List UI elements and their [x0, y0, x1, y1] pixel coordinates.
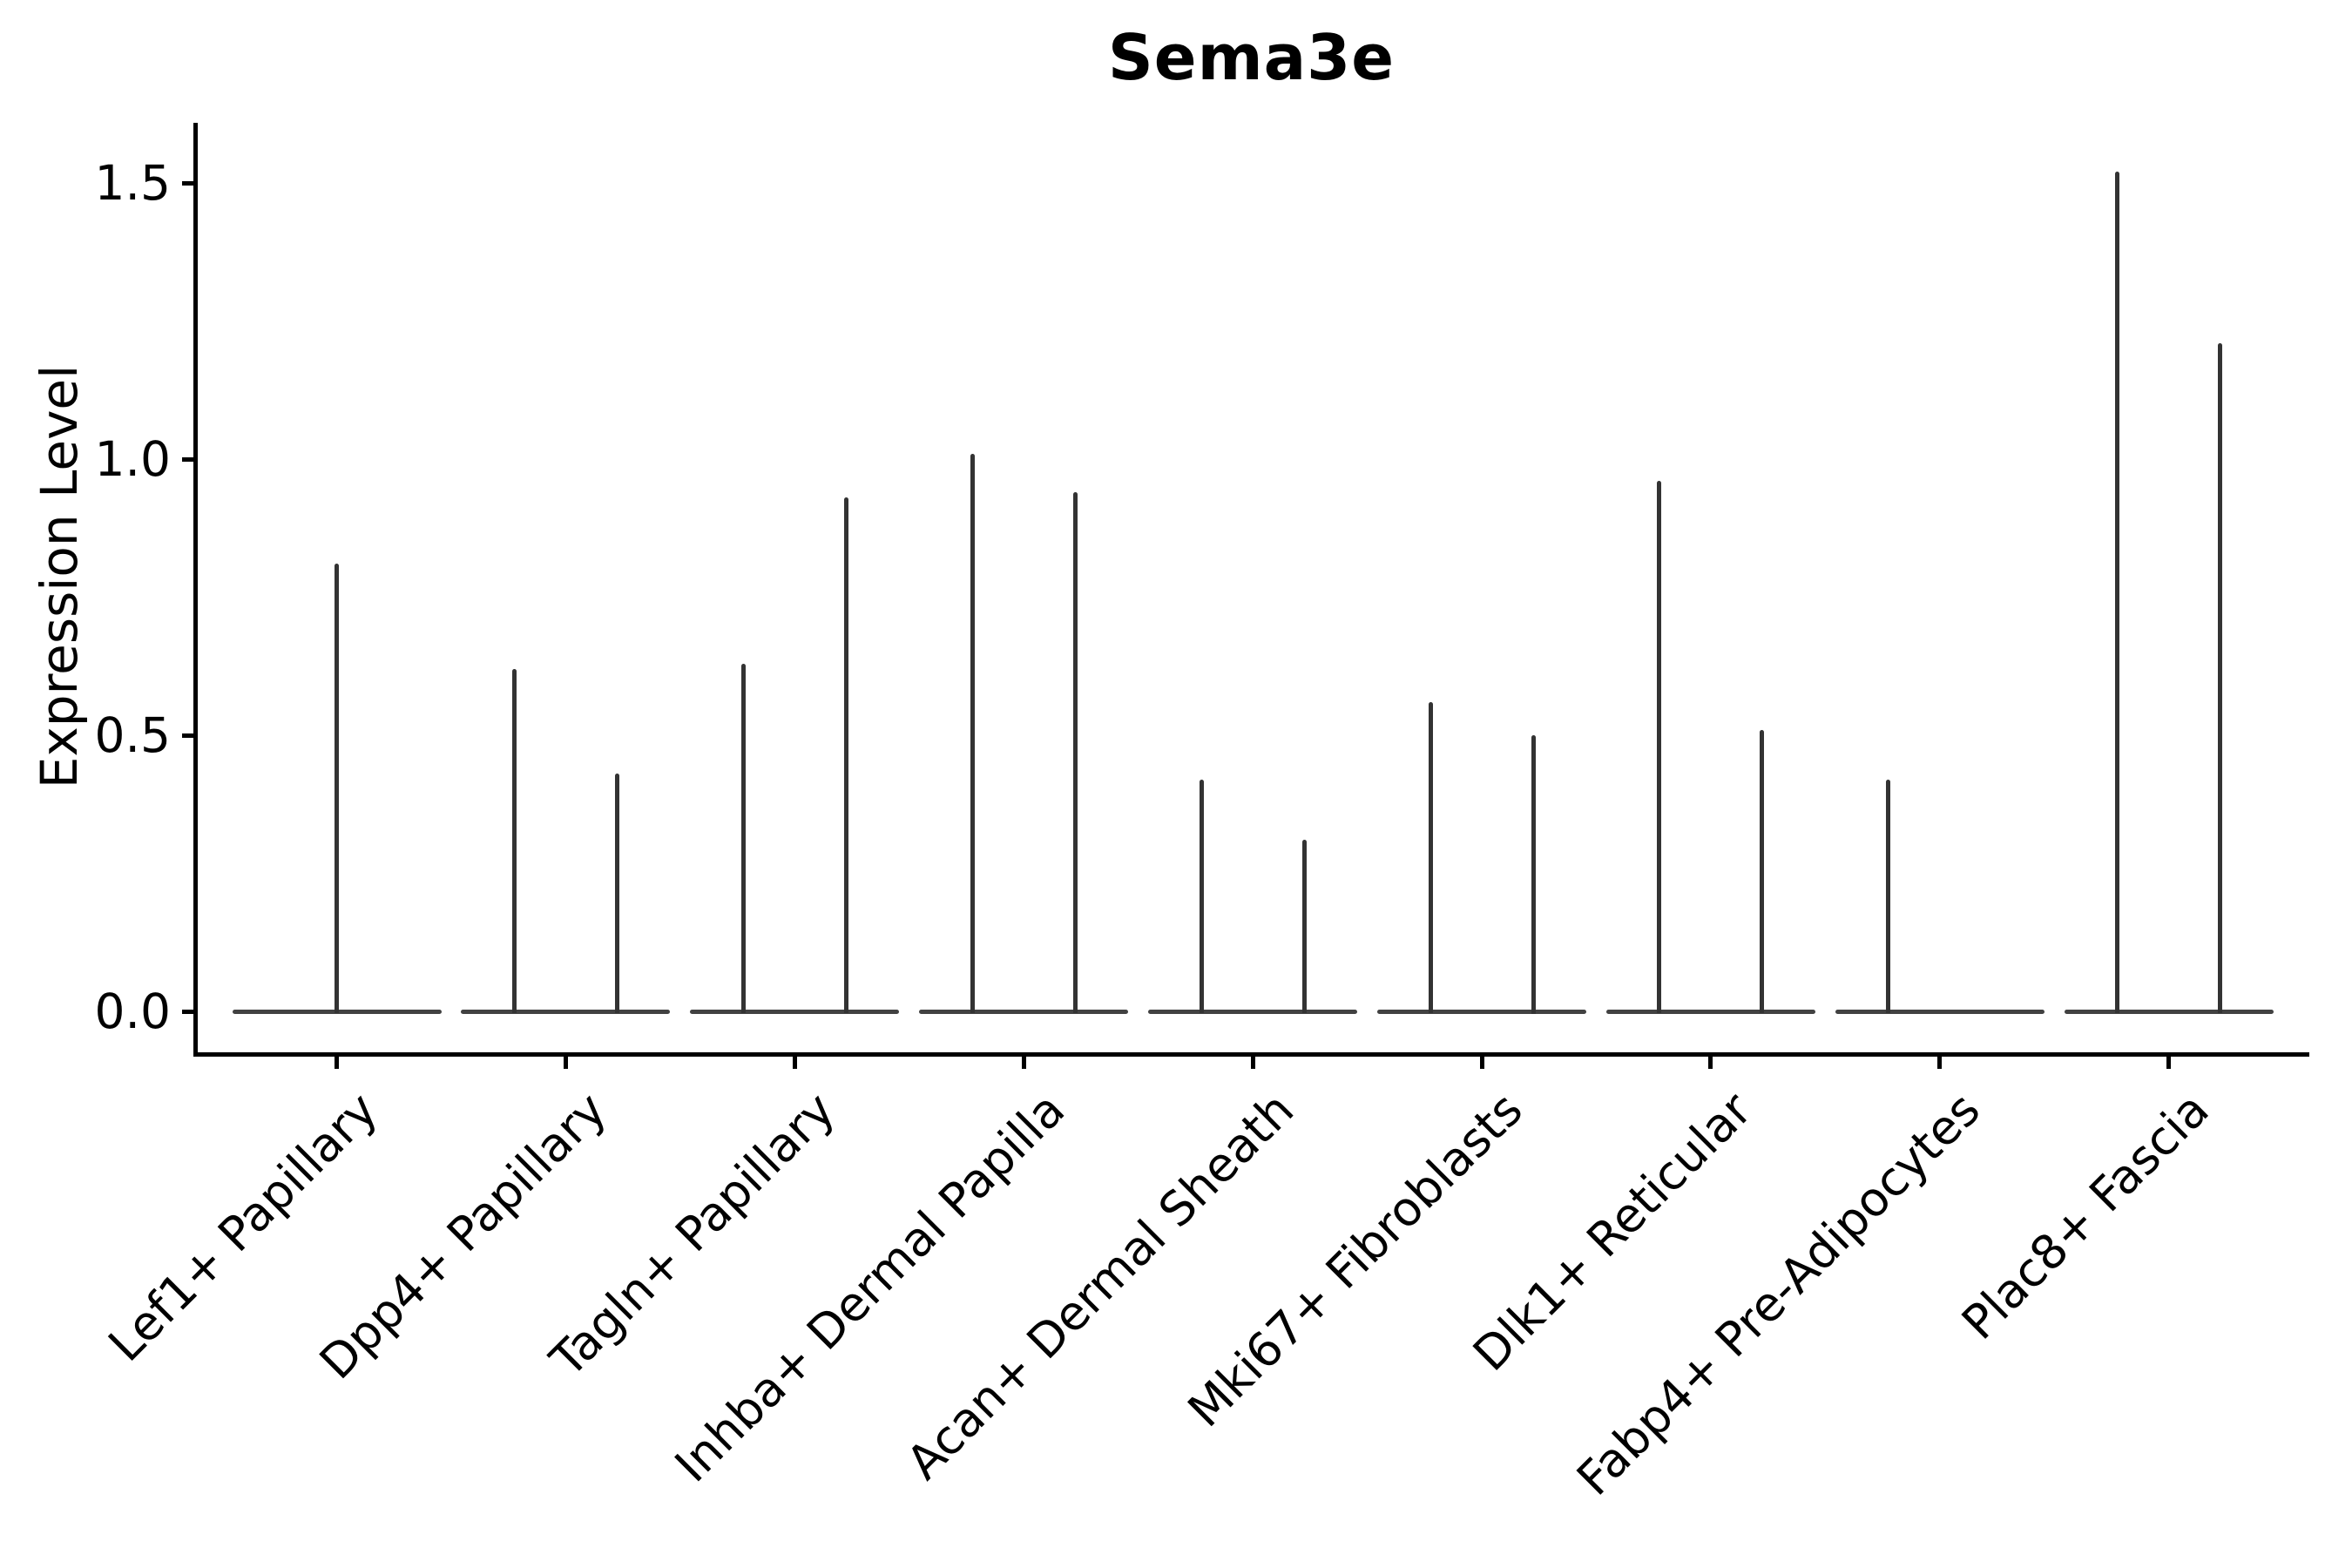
- violin-baseline: [461, 1009, 671, 1014]
- violin-spike: [1531, 735, 1536, 1014]
- x-tick: [1021, 1057, 1026, 1069]
- violin-baseline: [1377, 1009, 1586, 1014]
- y-tick: [182, 733, 194, 738]
- x-tick: [563, 1057, 568, 1069]
- violin-spike: [2115, 172, 2120, 1014]
- violin-spike: [614, 774, 619, 1014]
- y-tick-label: 1.0: [94, 431, 171, 487]
- x-tick: [792, 1057, 797, 1069]
- y-tick: [182, 456, 194, 462]
- x-tick: [335, 1057, 339, 1069]
- violin-spike: [1760, 729, 1765, 1014]
- violin-spike: [970, 453, 975, 1014]
- violin-spike: [2218, 342, 2223, 1014]
- violin-baseline: [1148, 1009, 1358, 1014]
- violin-baseline: [690, 1009, 900, 1014]
- y-tick-label: 0.5: [94, 707, 171, 763]
- violin-spike: [1886, 779, 1891, 1014]
- x-tick: [1937, 1057, 1943, 1069]
- y-tick-label: 0.0: [94, 983, 171, 1039]
- violin-spike: [740, 663, 746, 1014]
- violin-spike: [335, 564, 339, 1014]
- x-tick-label: Inhba+ Dermal Papilla: [664, 1082, 1075, 1493]
- violin-baseline: [2064, 1009, 2274, 1014]
- violin-baseline: [1605, 1009, 1815, 1014]
- violin-baseline: [919, 1009, 1129, 1014]
- y-tick-label: 1.5: [94, 155, 171, 211]
- x-tick-label: Plac8+ Fascia: [1951, 1082, 2220, 1350]
- y-tick: [182, 1009, 194, 1014]
- violin-spike: [1199, 779, 1204, 1014]
- x-tick: [2166, 1057, 2172, 1069]
- x-tick: [1479, 1057, 1484, 1069]
- violin-spike: [1428, 701, 1433, 1014]
- violin-spike: [1072, 492, 1078, 1014]
- y-tick: [182, 180, 194, 186]
- x-axis-spine: [193, 1052, 2309, 1057]
- x-tick: [1708, 1057, 1713, 1069]
- violin-spike: [1657, 481, 1662, 1014]
- y-axis-spine: [193, 123, 198, 1057]
- violin-spike: [511, 668, 517, 1014]
- violin-baseline: [1835, 1009, 2044, 1014]
- chart-title: Sema3e: [1107, 21, 1396, 94]
- x-tick-label: Fabp4+ Pre-Adipocytes: [1566, 1082, 1991, 1506]
- x-tick: [1250, 1057, 1255, 1069]
- x-tick-label: Acan+ Dermal Sheath: [896, 1082, 1304, 1490]
- violin-spike: [1301, 840, 1307, 1014]
- violin-spike: [843, 497, 848, 1014]
